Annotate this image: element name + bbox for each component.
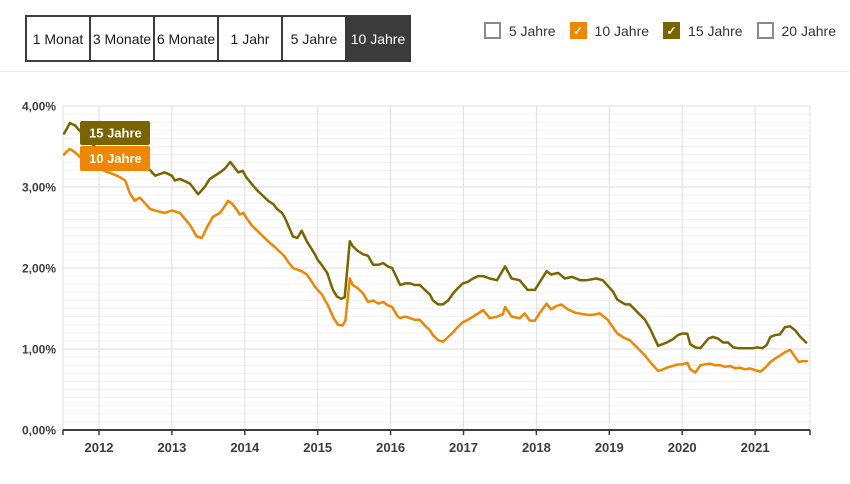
checked-checkbox-15-jahre[interactable]: ✓ [663, 22, 681, 39]
toggle-5-jahre[interactable]: 5 Jahre [483, 22, 556, 39]
unchecked-checkbox-20-jahre[interactable] [756, 22, 774, 39]
y-axis-label-1-00-: 1,00% [22, 343, 56, 357]
x-axis-label-2015: 2015 [303, 440, 332, 455]
y-axis-label-3-00-: 3,00% [22, 181, 56, 195]
series-toggle-group: 5 Jahre ✓ 10 Jahre ✓ 15 Jahre 20 Jahre [470, 22, 836, 39]
grid [62, 105, 811, 430]
check-icon: ✓ [666, 23, 677, 38]
time-range-button-group: 1 Monat 3 Monate 6 Monate 1 Jahr 5 Jahre 10 J… [25, 15, 411, 62]
series-badge-label-10-jahre: 10 Jahre [89, 151, 142, 166]
x-axis-label-2020: 2020 [668, 440, 697, 455]
interest-rate-chart: 0,00% 1,00% 2,00% 3,00% 4,00% 2012 2013 2014 201… [0, 95, 850, 484]
x-axis-label-2021: 2021 [741, 440, 770, 455]
x-axis-label-2019: 2019 [595, 440, 624, 455]
series-line-10-jahre [62, 147, 809, 374]
y-axis-label-0-00-: 0,00% [22, 424, 56, 438]
toggle-label: 20 Jahre [781, 22, 836, 39]
chart-canvas: 0,00% 1,00% 2,00% 3,00% 4,00% 2012 2013 2014 201… [22, 100, 811, 455]
range-button-3-monate[interactable]: 3 Monate [89, 15, 155, 62]
toggle-20-jahre[interactable]: 20 Jahre [756, 22, 836, 39]
x-axis-label-2012: 2012 [85, 440, 114, 455]
toggle-10-jahre[interactable]: ✓ 10 Jahre [569, 22, 650, 39]
toggle-15-jahre[interactable]: ✓ 15 Jahre [663, 22, 743, 39]
range-button-6-monate[interactable]: 6 Monate [153, 15, 219, 62]
series-badge-10-jahre [80, 146, 150, 171]
range-button-1-jahr[interactable]: 1 Jahr [217, 15, 283, 62]
checked-checkbox-10-jahre[interactable]: ✓ [569, 22, 587, 39]
range-button-5-jahre[interactable]: 5 Jahre [281, 15, 347, 62]
toggle-label: 5 Jahre [508, 22, 556, 39]
range-button-10-jahre[interactable]: 10 Jahre [345, 15, 411, 62]
x-axis-label-2014: 2014 [230, 440, 260, 455]
series-line-15-jahre [62, 121, 808, 350]
x-axis-label-2016: 2016 [376, 440, 405, 455]
unchecked-checkbox-5-jahre[interactable] [483, 22, 501, 39]
x-axis-label-2013: 2013 [157, 440, 186, 455]
y-axis-label-2-00-: 2,00% [22, 262, 56, 276]
header-divider [0, 71, 850, 72]
series-badge-label-15-jahre: 15 Jahre [89, 126, 142, 141]
x-axis-label-2018: 2018 [522, 440, 551, 455]
x-axis-label-2017: 2017 [449, 440, 478, 455]
toggle-label: 10 Jahre [594, 22, 650, 39]
check-icon: ✓ [573, 23, 584, 38]
range-button-1-monat[interactable]: 1 Monat [25, 15, 91, 62]
y-axis-label-4-00-: 4,00% [22, 100, 56, 114]
toggle-label: 15 Jahre [688, 22, 743, 39]
series-badge-15-jahre [80, 121, 150, 145]
